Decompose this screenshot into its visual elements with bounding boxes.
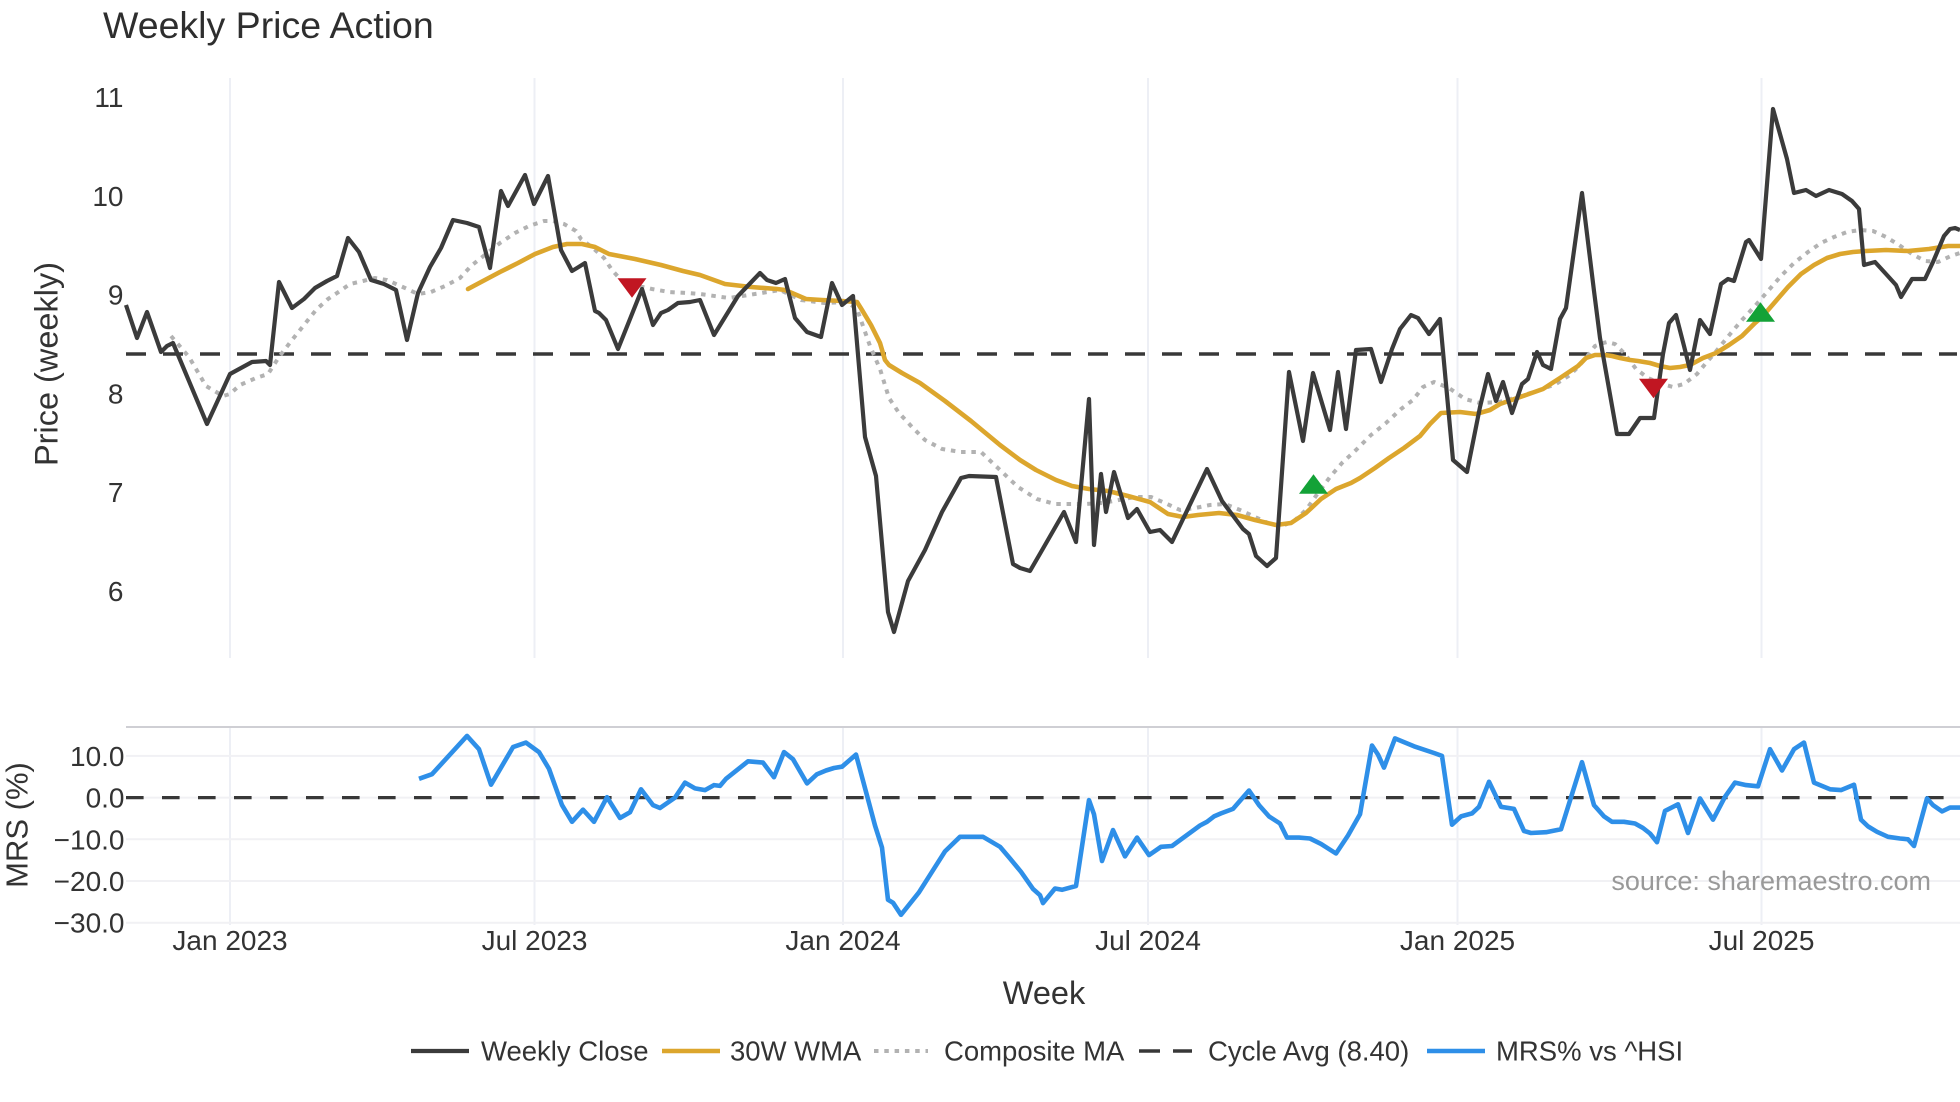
svg-text:Jan 2023: Jan 2023 [172,925,287,956]
svg-text:−20.0: −20.0 [54,866,125,897]
svg-text:9: 9 [108,280,124,311]
svg-text:Jan 2025: Jan 2025 [1400,925,1515,956]
svg-text:Jan 2024: Jan 2024 [785,925,900,956]
svg-text:−30.0: −30.0 [54,908,125,939]
svg-text:8: 8 [108,378,124,409]
svg-text:Jul 2023: Jul 2023 [482,925,588,956]
svg-text:MRS (%): MRS (%) [0,762,35,888]
svg-text:Weekly Close: Weekly Close [481,1036,649,1067]
svg-text:0.0: 0.0 [86,783,125,814]
svg-text:Composite MA: Composite MA [944,1036,1125,1067]
svg-text:11: 11 [94,82,123,113]
svg-text:Price (weekly): Price (weekly) [29,262,65,466]
svg-text:Weekly Price Action: Weekly Price Action [103,4,434,46]
svg-text:Jul 2024: Jul 2024 [1095,925,1201,956]
svg-text:6: 6 [108,576,124,607]
svg-text:30W WMA: 30W WMA [730,1036,862,1067]
svg-text:10: 10 [92,181,123,212]
svg-text:MRS% vs ^HSI: MRS% vs ^HSI [1496,1036,1683,1067]
svg-text:7: 7 [108,477,124,508]
svg-text:source: sharemaestro.com: source: sharemaestro.com [1611,866,1931,896]
svg-text:−10.0: −10.0 [54,824,125,855]
svg-text:Week: Week [1003,975,1086,1011]
svg-text:Cycle Avg (8.40): Cycle Avg (8.40) [1208,1036,1409,1067]
svg-text:10.0: 10.0 [70,741,125,772]
svg-text:Jul 2025: Jul 2025 [1709,925,1815,956]
